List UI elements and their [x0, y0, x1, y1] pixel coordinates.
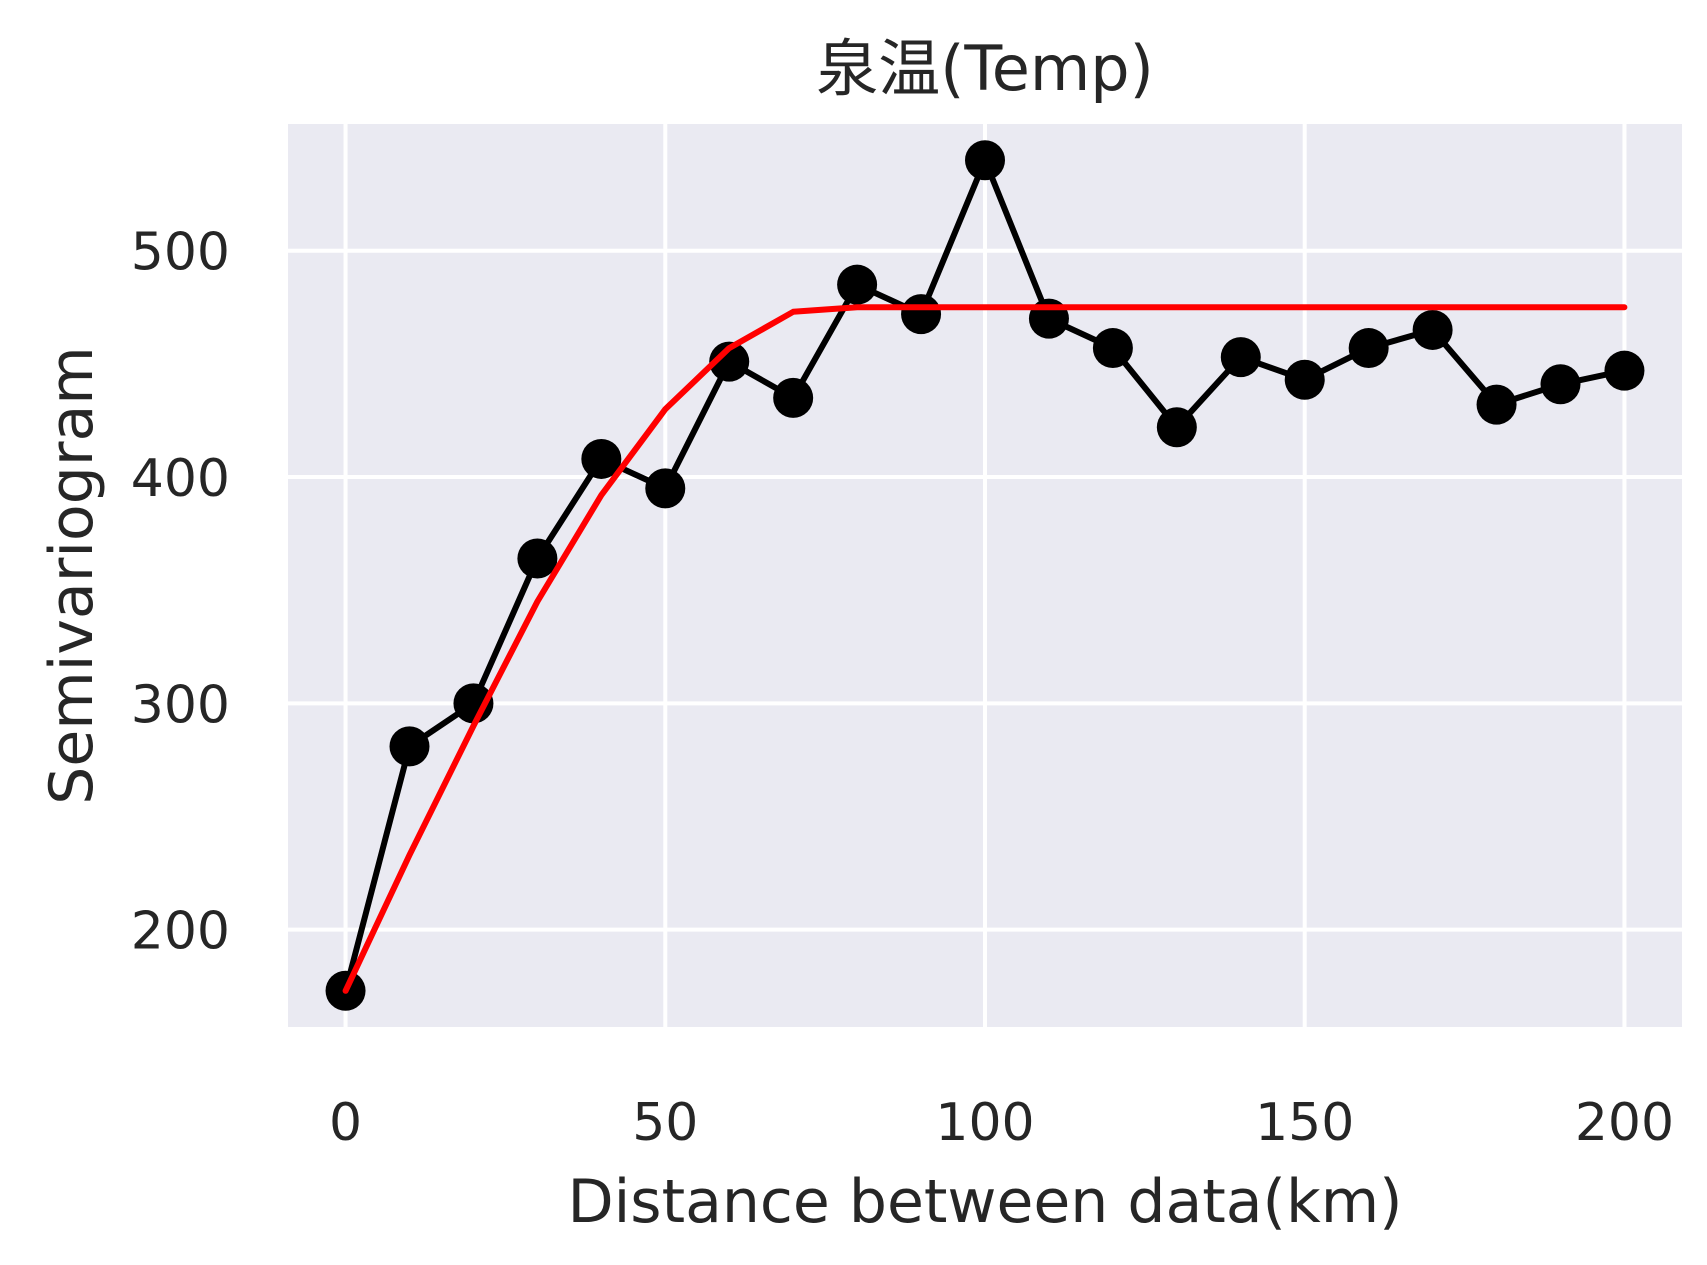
data-point	[517, 538, 558, 579]
tick-labels: 0 50 100 150 200 200 300 400 500	[131, 223, 1674, 1153]
data-point	[1156, 407, 1197, 448]
chart-title: 泉温(Temp)	[816, 32, 1154, 105]
data-point	[901, 294, 942, 335]
x-axis-label: Distance between data(km)	[567, 1167, 1402, 1237]
data-point	[645, 468, 686, 509]
y-tick-label: 500	[131, 223, 230, 283]
y-tick-label: 200	[131, 902, 230, 962]
data-point	[389, 726, 430, 767]
data-point	[709, 341, 750, 382]
data-point	[1540, 364, 1581, 405]
data-point	[1604, 350, 1645, 391]
x-tick-label: 150	[1255, 1093, 1354, 1153]
data-point	[1220, 337, 1261, 378]
data-point	[1092, 328, 1133, 369]
y-tick-label: 300	[131, 675, 230, 735]
series-layer	[325, 140, 1645, 1011]
x-tick-label: 0	[329, 1093, 362, 1153]
series-2	[342, 304, 1628, 994]
data-point	[965, 140, 1005, 181]
data-point	[1476, 384, 1517, 425]
series-2-line	[342, 304, 1628, 994]
data-point	[1348, 328, 1389, 369]
data-point	[837, 264, 878, 305]
y-tick-label: 400	[131, 449, 230, 509]
data-point	[1284, 359, 1325, 400]
x-tick-label: 50	[632, 1093, 698, 1153]
y-axis-label: Semivariogram	[37, 346, 107, 804]
data-point	[453, 683, 494, 724]
data-point	[1412, 309, 1453, 350]
data-point	[581, 438, 622, 479]
x-tick-label: 200	[1575, 1093, 1674, 1153]
series-1	[325, 140, 1645, 1011]
data-point	[773, 377, 814, 418]
grid-lines	[288, 124, 1682, 1027]
x-tick-label: 100	[935, 1093, 1034, 1153]
